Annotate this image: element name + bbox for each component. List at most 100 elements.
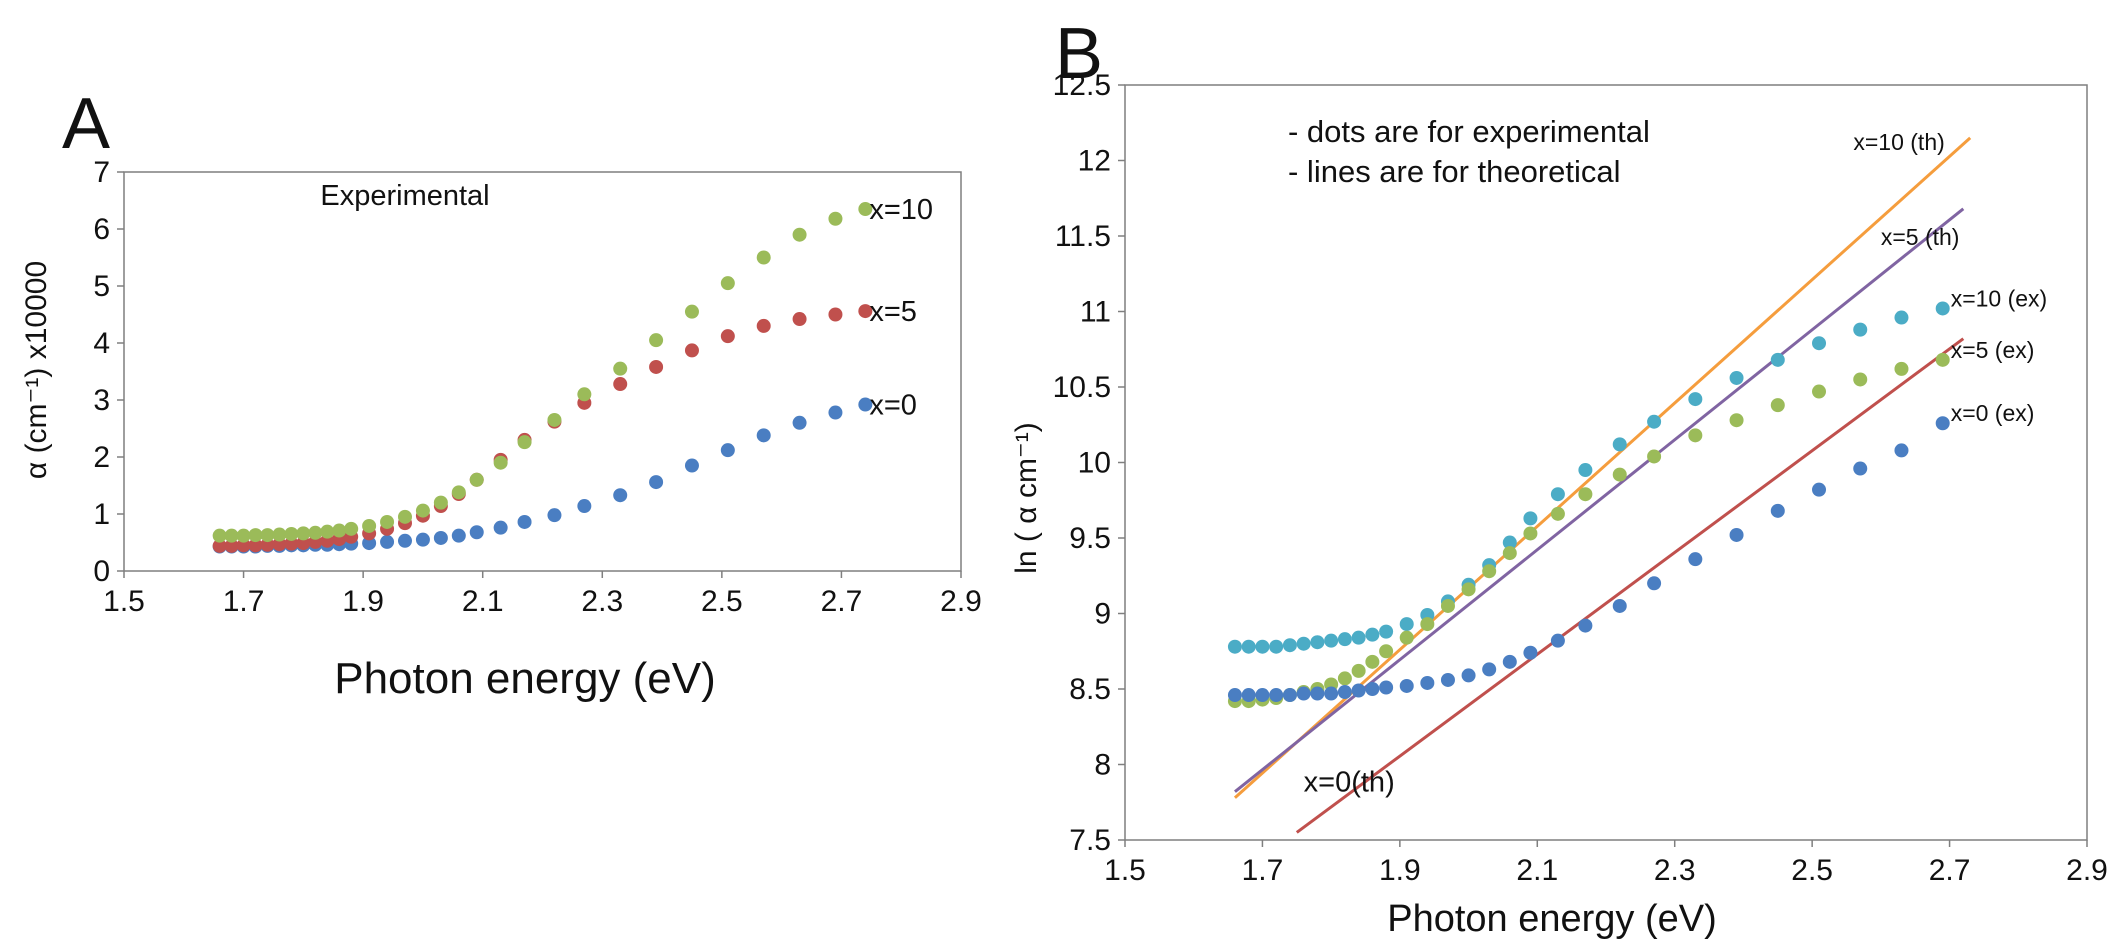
data-point-x-10-ex	[1399, 617, 1414, 632]
data-point-x-10-ex	[1612, 437, 1627, 452]
data-point-x-10	[236, 528, 251, 543]
data-point-x-10	[613, 361, 628, 376]
data-point-x-0-ex	[1578, 618, 1593, 633]
data-point-x-10	[451, 485, 466, 500]
data-point-x-0-ex	[1337, 685, 1352, 700]
panel-a-plot-frame	[123, 171, 962, 572]
y-tick-label: 11.5	[1055, 220, 1111, 253]
data-point-x-10-ex	[1324, 633, 1339, 648]
data-point-x-10-ex	[1241, 639, 1256, 654]
panel-b-y-axis-title: ln ( α cm⁻¹)	[1010, 422, 1043, 574]
data-point-x-10	[260, 528, 275, 543]
x-tick-label: 2.1	[1516, 854, 1558, 887]
data-point-x-10	[362, 518, 377, 533]
data-point-x-5-ex	[1647, 449, 1662, 464]
y-tick-label: 11	[1080, 296, 1111, 329]
data-point-x-5-ex	[1550, 506, 1565, 521]
data-point-x-10-ex	[1379, 624, 1394, 639]
panel-b-x-axis-title: Photon energy (eV)	[1387, 898, 1717, 940]
data-point-x-0	[858, 397, 873, 412]
data-point-x-5	[260, 537, 275, 552]
data-point-x-5	[684, 343, 699, 358]
y-tick-label: 6	[93, 213, 110, 246]
data-point-x-0-ex	[1502, 654, 1517, 669]
data-point-x-10	[344, 521, 359, 536]
data-point-x-10-ex	[1688, 392, 1703, 407]
data-point-x-10	[415, 503, 430, 518]
panel-b-label-x10-ex: x=10 (ex)	[1951, 285, 2048, 311]
y-tick-label: 7	[93, 156, 110, 189]
panel-a-x-axis-title: Photon energy (eV)	[334, 654, 716, 703]
data-point-x-0	[517, 514, 532, 529]
data-point-x-5	[858, 304, 873, 319]
x-tick-label: 1.5	[1104, 854, 1146, 887]
y-tick-label: 7.5	[1069, 824, 1111, 857]
data-point-x-5-ex	[1523, 526, 1538, 541]
data-point-x-0-ex	[1282, 688, 1297, 703]
data-point-x-5-ex	[1812, 384, 1827, 399]
data-point-x-10	[649, 333, 664, 348]
data-point-x-10-ex	[1269, 639, 1284, 654]
data-point-x-10-ex	[1282, 638, 1297, 653]
data-point-x-0-ex	[1440, 672, 1455, 687]
data-point-x-10-ex	[1935, 301, 1950, 316]
data-point-x-5	[296, 536, 311, 551]
data-point-x-0-ex	[1296, 686, 1311, 701]
data-point-x-10	[248, 528, 263, 543]
data-point-x-10	[296, 526, 311, 541]
y-tick-label: 0	[93, 555, 110, 588]
data-point-x-5	[224, 538, 239, 553]
data-point-x-5-ex	[1365, 654, 1380, 669]
data-point-x-5-ex	[1894, 361, 1909, 376]
panel-b-chart: B 7.5 8 8.5 9 9.5 10 10.5 11 11.5 12 12.5 1.5 1.7 1.…	[1010, 14, 2108, 940]
x-tick-label: 2.3	[581, 585, 623, 618]
panel-b-label-x0-th: x=0(th)	[1304, 767, 1395, 799]
data-point-x-0-ex	[1612, 598, 1627, 613]
y-tick-label: 2	[93, 441, 110, 474]
x-tick-label: 2.7	[821, 585, 863, 618]
data-point-x-0	[792, 415, 807, 430]
data-point-x-0	[362, 536, 377, 551]
panel-b-note-lines: - lines are for theoretical	[1288, 154, 1621, 189]
data-point-x-10	[320, 524, 335, 539]
y-tick-label: 12.5	[1053, 69, 1111, 102]
data-point-x-5-ex	[1420, 617, 1435, 632]
data-point-x-0-ex	[1227, 688, 1242, 703]
data-point-x-10	[684, 304, 699, 319]
y-tick-label: 8.5	[1069, 673, 1111, 706]
data-point-x-10	[858, 202, 873, 217]
data-point-x-10-ex	[1310, 635, 1325, 650]
panel-a-label-x0: x=0	[869, 390, 917, 422]
theory-line-x-0-th	[1295, 337, 1965, 834]
data-point-x-10	[397, 509, 412, 524]
data-point-x-10	[792, 227, 807, 242]
data-point-x-0-ex	[1550, 633, 1565, 648]
data-point-x-10-ex	[1502, 535, 1517, 550]
x-tick-label: 2.9	[2066, 854, 2108, 887]
data-point-x-5-ex	[1688, 428, 1703, 443]
panel-b-label-x5-th: x=5 (th)	[1881, 224, 1960, 250]
panel-a-label-x5: x=5	[869, 296, 917, 328]
data-point-x-10-ex	[1337, 632, 1352, 647]
data-point-x-5-ex	[1578, 487, 1593, 502]
data-point-x-5-ex	[1770, 398, 1785, 413]
data-point-x-0-ex	[1269, 688, 1284, 703]
data-point-x-10	[547, 412, 562, 427]
data-point-x-0-ex	[1379, 680, 1394, 695]
panel-b-label: B	[1055, 14, 1103, 94]
data-point-x-0	[613, 488, 628, 503]
data-point-x-10	[720, 276, 735, 291]
data-point-x-10-ex	[1227, 639, 1242, 654]
data-point-x-0-ex	[1812, 482, 1827, 497]
data-point-x-5-ex	[1853, 372, 1868, 387]
data-point-x-0	[380, 534, 395, 549]
y-tick-label: 1	[93, 498, 110, 531]
data-point-x-10-ex	[1729, 370, 1744, 385]
y-tick-label: 9	[1094, 598, 1111, 631]
data-point-x-10	[332, 523, 347, 538]
data-point-x-5-ex	[1729, 413, 1744, 428]
data-point-x-10	[284, 526, 299, 541]
data-point-x-0	[720, 443, 735, 458]
data-point-x-5-ex	[1337, 671, 1352, 686]
